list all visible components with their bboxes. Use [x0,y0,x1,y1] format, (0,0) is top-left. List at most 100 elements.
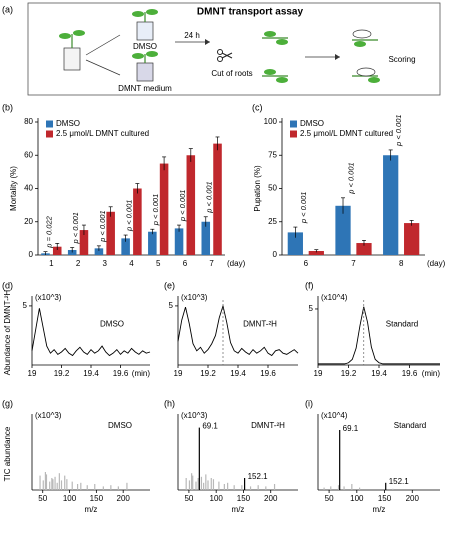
p-value: p < 0.001 [299,192,308,225]
bar [335,205,351,255]
x-axis-title: (min) [132,369,151,378]
y-axis-title: Pupation (%) [253,165,262,212]
bar [213,143,222,255]
chromatogram [177,304,299,357]
x-axis-title: m/z [373,505,386,514]
p-value: p = 0.022 [44,215,53,248]
y-tick-label: 0 [273,250,278,259]
x-tick-label: 19.6 [113,369,129,378]
branch [85,59,121,76]
y-tick-label: 20 [24,217,33,226]
arrow-head [205,39,210,45]
bar [94,248,104,255]
legend-swatch [46,120,53,128]
panel-letter: (d) [2,280,13,290]
scale-label: (x10^3) [35,293,62,302]
scale-label: (x10^4) [321,293,348,302]
x-tick-label: 150 [237,494,251,503]
panel-letter: (f) [305,280,314,290]
legend-swatch [290,130,297,138]
p-value: p < 0.001 [394,114,403,147]
arrow-head [335,54,340,60]
y-tick-label: 40 [24,184,33,193]
sample-label: DMSO [108,421,132,430]
p-value: p < 0.001 [205,181,214,214]
legend-swatch [290,120,297,128]
x-tick-label: 8 [399,259,404,268]
label: Cut of roots [211,69,252,78]
peak-label: 69.1 [343,424,359,433]
sample-label: DMNT-²H [251,421,285,430]
x-tick-label: 100 [63,494,77,503]
sample-label: DMNT-²H [243,320,277,329]
x-tick-label: 100 [350,494,364,503]
x-tick-label: 19.4 [230,369,246,378]
p-value: p < 0.001 [151,194,160,227]
scissors [217,49,233,62]
branch [85,34,121,56]
bar [404,223,420,255]
y-tick-label: 0 [29,250,34,259]
x-tick-label: 19.4 [83,369,99,378]
bar [133,188,142,255]
legend-label: DMSO [56,119,80,128]
x-tick-label: 19.2 [341,369,357,378]
p-value: p < 0.001 [346,162,355,195]
scale-label: (x10^4) [321,411,348,420]
y-tick-label: 100 [264,117,278,126]
sample-label: DMSO [100,320,124,329]
p-value: p < 0.001 [124,200,133,233]
x-tick-label: 7 [209,259,214,268]
p-value: p < 0.001 [98,210,107,242]
bar [106,211,115,255]
legend-swatch [46,130,53,138]
cut-plants [262,31,288,83]
bar [174,228,184,255]
legend-label: 2.5 μmol/L DMNT cultured [56,129,149,138]
y-tick-label: 5 [169,301,174,310]
label: DMSO [133,42,157,51]
bar [186,155,196,255]
x-tick-label: 200 [117,494,131,503]
y-axis-title: Mortality (%) [9,166,18,211]
scale-label: (x10^3) [181,411,208,420]
bar [79,230,89,255]
x-tick-label: 200 [406,494,420,503]
x-tick-label: 150 [90,494,104,503]
x-tick-label: 19.2 [200,369,216,378]
panel-letter: (h) [164,398,175,408]
x-axis-title: (min) [422,369,441,378]
y-tick-label: 75 [268,150,277,159]
x-axis-title: (day) [227,259,246,268]
panel-letter: (i) [305,398,313,408]
peak-label: 152.1 [389,477,410,486]
x-tick-label: 200 [264,494,278,503]
sample-label: Standard [394,421,426,430]
y-tick-label: 50 [268,184,277,193]
x-tick-label: 1 [49,259,54,268]
y-axis-title: TIC abundance [3,426,12,481]
bar [308,251,324,255]
tube-dmso [132,9,158,41]
x-axis-title: (day) [427,259,446,268]
scale-label: (x10^3) [35,411,62,420]
chromatogram [31,308,151,357]
larvae-plants [352,29,380,83]
x-axis-title: m/z [85,505,98,514]
bar [121,238,130,255]
y-axis-title: Abundance of DMNT-²H [3,290,12,376]
label: 24 h [184,31,200,40]
x-axis-title: m/z [232,505,245,514]
panel-letter: (b) [2,102,13,112]
x-tick-label: 19.6 [402,369,418,378]
x-tick-label: 6 [183,259,188,268]
bar [356,243,372,255]
x-tick-label: 19.6 [260,369,276,378]
x-tick-label: 3 [103,259,108,268]
bar [287,232,303,255]
p-value: p < 0.001 [71,212,80,245]
x-tick-label: 50 [184,494,193,503]
panel-letter: (g) [2,398,13,408]
label: Scoring [388,55,415,64]
